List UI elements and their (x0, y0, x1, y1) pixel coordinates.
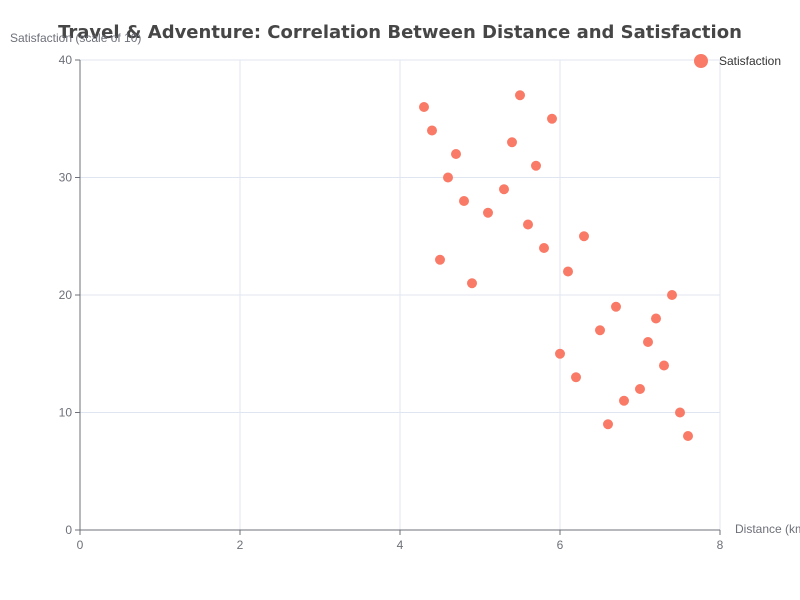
y-tick-label: 10 (59, 406, 73, 420)
data-point[interactable] (563, 266, 573, 277)
data-point[interactable] (595, 325, 605, 336)
chart-title: Travel & Adventure: Correlation Between … (58, 22, 742, 43)
grid (79, 59, 721, 530)
data-point[interactable] (531, 160, 541, 171)
data-point[interactable] (683, 431, 693, 441)
data-point[interactable] (571, 372, 581, 383)
data-points (419, 90, 693, 441)
x-tick-label: 8 (717, 538, 724, 552)
data-point[interactable] (603, 419, 613, 430)
x-axis-title: Distance (km) (735, 522, 800, 536)
data-point[interactable] (427, 125, 437, 136)
data-point[interactable] (507, 137, 517, 148)
data-point[interactable] (555, 348, 565, 359)
y-tick-label: 40 (59, 53, 73, 67)
data-point[interactable] (459, 196, 469, 206)
data-point[interactable] (547, 113, 557, 124)
x-tick-label: 2 (237, 538, 244, 552)
data-point[interactable] (443, 172, 453, 183)
legend[interactable]: Satisfaction (694, 54, 781, 68)
data-point[interactable] (675, 407, 685, 418)
data-point[interactable] (659, 360, 669, 371)
legend-label-satisfaction: Satisfaction (719, 54, 781, 68)
x-tick-label: 4 (397, 538, 404, 552)
data-point[interactable] (515, 90, 525, 101)
y-tick-label: 20 (59, 288, 73, 302)
data-point[interactable] (467, 278, 477, 289)
data-point[interactable] (611, 301, 621, 312)
data-point[interactable] (435, 254, 445, 265)
y-tick-label: 0 (65, 523, 72, 537)
data-point[interactable] (579, 231, 589, 242)
y-tick-label: 30 (59, 171, 73, 185)
data-point[interactable] (539, 243, 549, 253)
data-point[interactable] (643, 337, 653, 347)
axes: 0 2 4 6 8 0 10 20 30 40 (59, 53, 724, 552)
data-point[interactable] (483, 207, 493, 218)
data-point[interactable] (523, 219, 533, 230)
x-tick-label: 6 (557, 538, 564, 552)
legend-marker-satisfaction (694, 54, 708, 68)
data-point[interactable] (419, 102, 429, 112)
data-point[interactable] (499, 184, 509, 195)
data-point[interactable] (451, 149, 461, 159)
x-tick-label: 0 (77, 538, 84, 552)
y-axis-title: Satisfaction (scale of 10) (10, 31, 141, 45)
data-point[interactable] (667, 290, 677, 300)
data-point[interactable] (619, 395, 629, 406)
data-point[interactable] (635, 384, 645, 394)
data-point[interactable] (651, 313, 661, 324)
